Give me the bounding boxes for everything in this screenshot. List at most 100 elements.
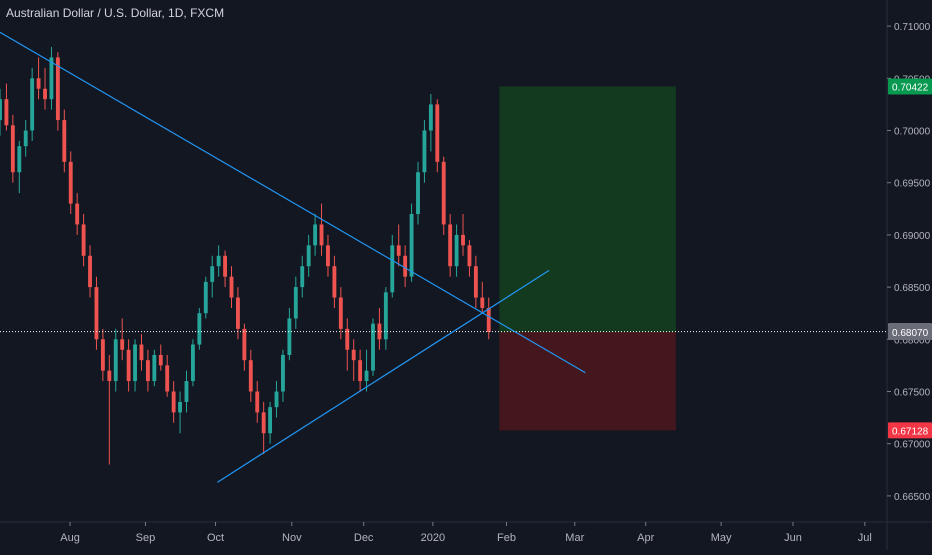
candle-body bbox=[113, 339, 118, 382]
candle-body bbox=[364, 370, 369, 382]
y-tick-label: 0.70000 bbox=[894, 127, 931, 138]
candle-body bbox=[210, 266, 215, 282]
candle-body bbox=[120, 339, 125, 350]
candle-body bbox=[261, 412, 266, 434]
candle-body bbox=[197, 313, 202, 345]
candle-body bbox=[203, 281, 208, 314]
y-tick-label: 0.71000 bbox=[894, 22, 931, 33]
x-tick-label: Nov bbox=[282, 532, 302, 544]
candle-body bbox=[377, 323, 382, 340]
candle-body bbox=[313, 224, 318, 246]
candle-body bbox=[319, 224, 324, 246]
candle-body bbox=[441, 161, 446, 225]
candle-body bbox=[62, 120, 67, 162]
candle-body bbox=[43, 88, 47, 100]
y-tick-label: 0.67500 bbox=[894, 388, 931, 399]
candle-body bbox=[158, 354, 163, 366]
x-tick-label: Jul bbox=[858, 532, 872, 544]
candle-body bbox=[152, 354, 157, 382]
x-tick-label: Aug bbox=[60, 532, 80, 544]
candle-body bbox=[409, 214, 414, 277]
candle-body bbox=[133, 344, 137, 382]
candle-body bbox=[139, 344, 144, 361]
y-tick-label: 0.66500 bbox=[894, 492, 931, 503]
descending-trendline[interactable] bbox=[0, 26, 586, 374]
candle-body bbox=[223, 255, 228, 277]
x-tick-label: Oct bbox=[207, 532, 224, 544]
candle-body bbox=[390, 245, 395, 293]
candle-body bbox=[338, 297, 343, 329]
candle-body bbox=[229, 276, 234, 298]
candle-body bbox=[351, 349, 356, 361]
candle-body bbox=[473, 266, 478, 298]
candle-body bbox=[371, 323, 375, 371]
x-tick-label: Dec bbox=[354, 532, 374, 544]
candle-body bbox=[242, 328, 247, 361]
x-tick-label: Feb bbox=[497, 532, 516, 544]
y-tick-label: 0.67000 bbox=[894, 440, 931, 451]
y-tick-label: 0.68000 bbox=[894, 335, 931, 346]
y-tick-label: 0.69000 bbox=[894, 231, 931, 242]
y-tick-label: 0.68500 bbox=[894, 283, 931, 294]
ascending-trendline[interactable] bbox=[216, 269, 550, 483]
target-zone[interactable] bbox=[499, 86, 676, 332]
target-price-label: 0.70422 bbox=[892, 82, 929, 93]
candle-body bbox=[448, 224, 453, 267]
candle-body bbox=[216, 255, 221, 267]
candle-body bbox=[4, 99, 9, 126]
candle-body bbox=[184, 381, 189, 402]
candle-body bbox=[306, 245, 311, 267]
candle-body bbox=[126, 349, 131, 382]
candle-body bbox=[165, 365, 170, 392]
candle-body bbox=[467, 245, 472, 267]
x-tick-label: Jun bbox=[784, 532, 802, 544]
candle-body bbox=[55, 57, 60, 121]
stop-zone[interactable] bbox=[499, 331, 676, 431]
x-tick-label: 2020 bbox=[421, 532, 445, 544]
candle-body bbox=[428, 104, 433, 131]
candle-body bbox=[81, 224, 86, 256]
candle-body bbox=[454, 234, 459, 267]
candle-body bbox=[30, 78, 35, 131]
candle-body bbox=[190, 344, 195, 382]
candle-body bbox=[255, 391, 260, 413]
target-price-label-bg bbox=[888, 78, 932, 95]
candle-body bbox=[236, 297, 240, 329]
candle-body bbox=[281, 354, 285, 392]
candle-body bbox=[36, 78, 41, 89]
candle-body bbox=[416, 172, 420, 215]
candle-body bbox=[88, 255, 92, 288]
candle-body bbox=[268, 407, 273, 434]
candle-body bbox=[383, 292, 388, 340]
candle-body bbox=[248, 360, 253, 392]
candle-body bbox=[422, 130, 427, 173]
entry-price-label: 0.68070 bbox=[892, 328, 929, 339]
stop-price-label: 0.67128 bbox=[892, 426, 929, 437]
candle-body bbox=[300, 266, 305, 288]
candle-body bbox=[145, 360, 150, 382]
candle-body bbox=[461, 234, 465, 246]
candle-body bbox=[486, 307, 491, 332]
candle-body bbox=[68, 161, 73, 204]
candle-body bbox=[10, 125, 15, 173]
candle-body bbox=[332, 266, 337, 298]
candle-body bbox=[49, 57, 54, 100]
x-tick-label: Apr bbox=[637, 532, 654, 544]
candle-body bbox=[403, 255, 408, 277]
candle-body bbox=[435, 104, 440, 162]
x-tick-label: Mar bbox=[565, 532, 584, 544]
candle-body bbox=[0, 99, 2, 121]
candle-body bbox=[396, 245, 401, 256]
candle-body bbox=[107, 370, 112, 382]
candle-body bbox=[17, 146, 22, 173]
candle-body bbox=[326, 245, 330, 267]
candle-body bbox=[94, 287, 99, 340]
candle-body bbox=[358, 360, 363, 382]
candle-body bbox=[287, 318, 292, 355]
candle-body bbox=[178, 401, 182, 413]
candle-body bbox=[23, 130, 28, 147]
entry-price-label-bg bbox=[888, 323, 932, 340]
candle-body bbox=[100, 339, 105, 371]
